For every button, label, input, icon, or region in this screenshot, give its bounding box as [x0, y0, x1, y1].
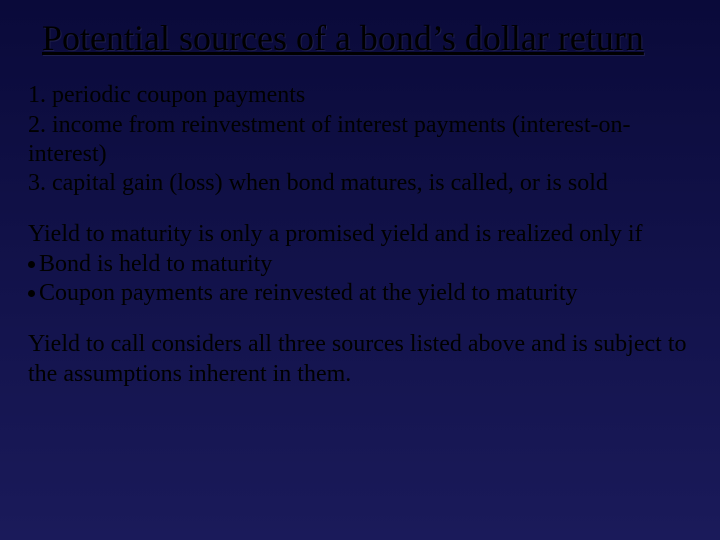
slide-title: Potential sources of a bond’s dollar ret…: [42, 18, 692, 59]
ytm-bullet-2-text: Coupon payments are reinvested at the yi…: [39, 280, 578, 306]
ytm-intro: Yield to maturity is only a promised yie…: [28, 221, 643, 247]
bullet-icon: [28, 261, 35, 268]
list-item-2: 2. income from reinvestment of interest …: [28, 112, 630, 167]
list-item-3: 3. capital gain (loss) when bond matures…: [28, 170, 608, 196]
block-ytm: Yield to maturity is only a promised yie…: [28, 220, 692, 308]
list-item-1: 1. periodic coupon payments: [28, 82, 305, 108]
block-ytc: Yield to call considers all three source…: [28, 330, 692, 389]
block-numbered-list: 1. periodic coupon payments 2. income fr…: [28, 81, 692, 198]
ytm-bullet-1-text: Bond is held to maturity: [39, 251, 272, 277]
bullet-icon: [28, 290, 35, 297]
ytm-bullet-2: Coupon payments are reinvested at the yi…: [28, 279, 692, 308]
ytm-bullet-1: Bond is held to maturity: [28, 250, 692, 279]
